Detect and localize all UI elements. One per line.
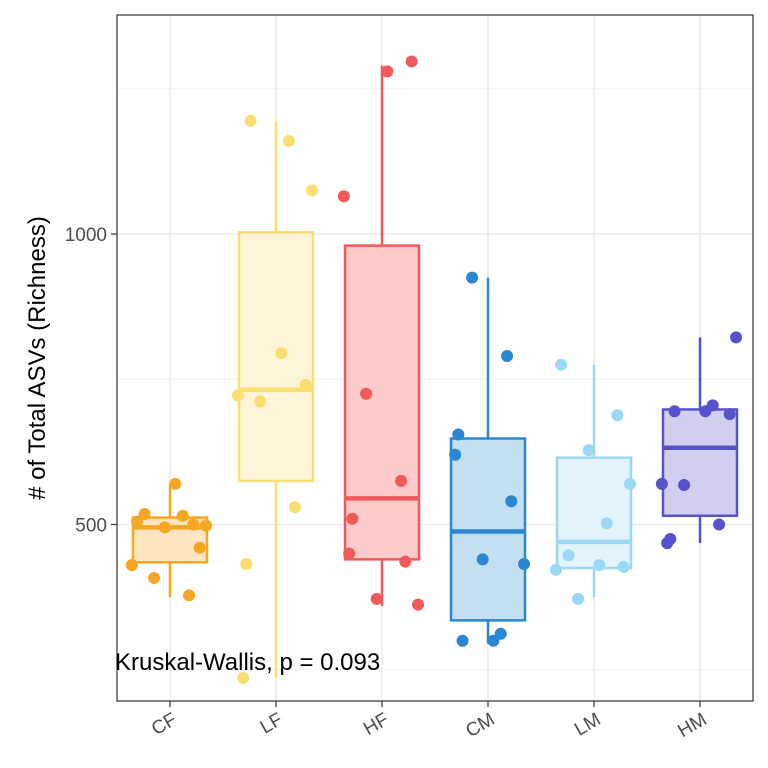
data-point-cf [158,521,171,534]
data-point-lf [289,501,302,514]
data-point-lm [617,560,630,573]
data-point-cf [148,571,161,584]
data-point-lm [611,409,624,422]
data-point-hm [699,405,712,418]
data-point-cm [449,448,462,461]
data-point-cf [183,589,196,602]
data-point-cm [476,553,489,566]
data-point-lf [240,558,253,571]
data-point-lm [555,358,568,371]
y-tick-label: 1000 [65,225,107,246]
data-point-hf [412,598,425,611]
data-point-hf [399,555,412,568]
data-point-lf [237,671,250,684]
data-point-cf [176,509,189,522]
data-point-lf [275,347,288,360]
data-point-lm [582,444,595,457]
data-point-lm [593,559,606,572]
interquartile-box [237,231,315,483]
data-point-hf [346,512,359,525]
data-point-cf [187,518,200,531]
data-point-hf [360,387,373,400]
data-point-lm [624,477,637,490]
data-point-cm [505,495,518,508]
plot-panel-border [116,14,754,702]
box-lf [237,120,315,678]
data-point-lm [549,563,562,576]
y-axis-title: # of Total ASVs (Richness) [24,216,51,500]
data-point-cm [501,350,514,363]
data-point-lf [299,379,312,392]
data-point-hm [730,331,743,344]
data-point-hm [713,518,726,531]
data-point-cf [200,519,213,532]
data-point-hf [381,65,394,78]
boxes [131,65,739,678]
data-point-lf [231,389,244,402]
data-point-lf [306,184,319,197]
data-point-hf [405,55,418,68]
data-point-lf [282,135,295,148]
data-point-cm [487,634,500,647]
y-tick-label: 500 [75,516,107,537]
data-point-hm [655,477,668,490]
kruskal-wallis-annotation: Kruskal-Wallis, p = 0.093 [115,649,380,676]
data-point-lf [244,114,257,127]
data-point-cm [518,558,531,571]
interquartile-box [661,408,739,518]
data-point-cm [456,634,469,647]
data-point-hf [395,474,408,487]
interquartile-box [343,244,421,561]
box-hf [343,65,421,606]
data-point-lm [600,517,613,530]
data-point-hm [661,537,674,550]
data-points [125,55,743,684]
data-point-hm [723,408,736,421]
data-point-hf [343,547,356,560]
data-point-cf [138,508,151,521]
data-point-hf [370,592,383,605]
data-point-hm [668,405,681,418]
data-point-cf [131,515,144,528]
data-point-lf [254,395,267,408]
data-point-cm [452,428,465,441]
data-point-hm [678,478,691,491]
data-point-cf [169,477,182,490]
data-point-cf [193,541,206,554]
data-point-lm [572,592,585,605]
data-point-hf [337,190,350,203]
data-point-cm [466,271,479,284]
box-hm [661,337,739,544]
data-point-cf [125,559,138,572]
data-point-lm [562,549,575,562]
